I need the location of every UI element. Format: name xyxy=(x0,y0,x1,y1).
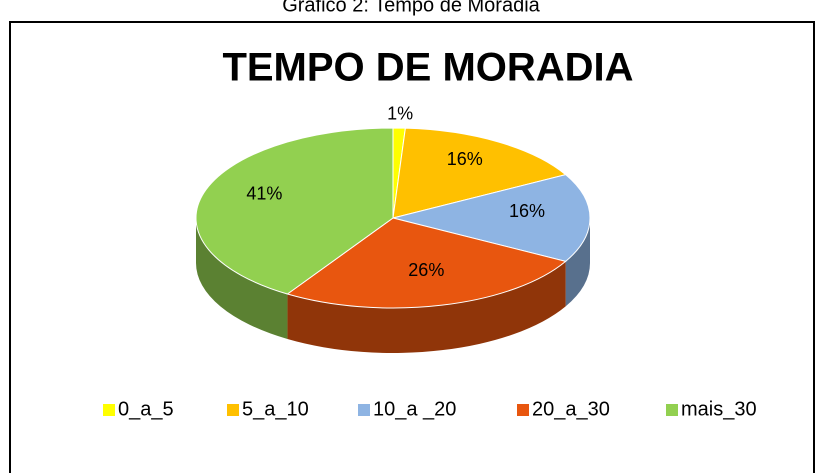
legend-swatch xyxy=(227,404,239,416)
legend-swatch xyxy=(358,404,370,416)
slice-side xyxy=(196,218,288,339)
slice xyxy=(392,127,567,219)
chart-title: TEMPO DE MORADIA xyxy=(222,46,633,90)
legend-swatch xyxy=(666,404,678,416)
caption: Gráfico 2: Tempo de Moradia xyxy=(282,0,540,16)
legend-label: 10_a _20 xyxy=(373,398,456,420)
data-label: 26% xyxy=(408,260,444,280)
legend-label: 20_a_30 xyxy=(532,398,610,420)
slice xyxy=(392,174,591,262)
data-label: 41% xyxy=(246,184,282,204)
legend-label: 0_a_5 xyxy=(118,398,174,420)
legend-label: mais_30 xyxy=(681,398,757,420)
slice xyxy=(286,217,567,309)
slice-side xyxy=(565,218,591,307)
legend-swatch xyxy=(103,404,115,416)
legend-label: 5_a_10 xyxy=(242,398,309,420)
slice xyxy=(195,127,394,295)
data-label: 16% xyxy=(447,149,483,169)
data-label: 1% xyxy=(387,103,413,123)
legend-swatch xyxy=(517,404,529,416)
data-label: 16% xyxy=(509,201,545,221)
